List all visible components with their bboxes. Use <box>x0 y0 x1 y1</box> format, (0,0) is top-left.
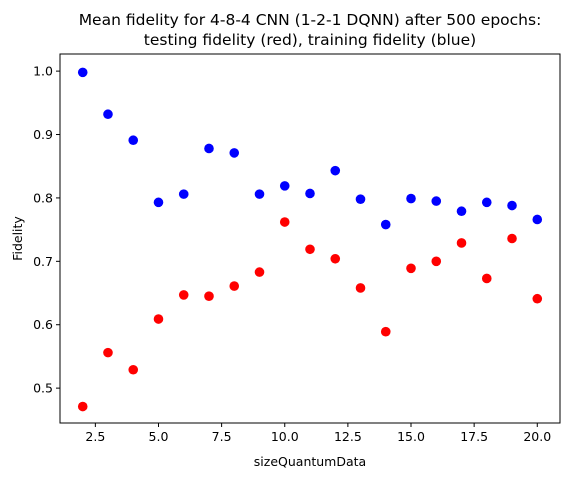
x-axis-label: sizeQuantumData <box>254 454 366 469</box>
data-point-series-1 <box>456 238 467 248</box>
data-point-series-1 <box>103 347 113 358</box>
data-point-series-0 <box>153 197 164 208</box>
data-point-series-1 <box>204 291 214 301</box>
x-tick-label: 10.0 <box>271 429 299 444</box>
data-point-series-1 <box>305 244 315 255</box>
data-point-series-1 <box>153 314 164 324</box>
x-tick-label: 12.5 <box>334 429 362 444</box>
y-tick-label: 0.7 <box>33 254 53 269</box>
x-tick-label: 7.5 <box>212 429 232 444</box>
x-tick-label: 2.5 <box>85 429 105 444</box>
data-point-series-0 <box>128 135 139 146</box>
data-point-series-0 <box>406 193 416 204</box>
y-axis-label: Fidelity <box>10 216 25 261</box>
plot-area <box>59 53 561 424</box>
data-point-series-0 <box>431 196 442 206</box>
y-tick-label: 0.8 <box>33 190 53 205</box>
y-tick-label: 0.9 <box>33 127 53 142</box>
chart-title-line-1: Mean fidelity for 4-8-4 CNN (1-2-1 DQNN)… <box>79 11 542 29</box>
data-point-series-1 <box>532 293 543 304</box>
x-tick-label: 20.0 <box>523 429 551 444</box>
data-point-series-0 <box>229 148 240 158</box>
x-axis-ticks: 2.5 5.0 7.5 10.0 12.5 15.0 17.5 20.0 <box>85 423 551 444</box>
y-axis-ticks: 0.5 0.6 0.7 0.8 0.9 1.0 <box>33 64 60 396</box>
data-point-series-0 <box>507 200 517 211</box>
data-points <box>77 67 543 412</box>
data-point-series-1 <box>128 364 139 375</box>
data-point-series-1 <box>254 267 265 277</box>
data-point-series-0 <box>254 189 265 199</box>
x-tick-label: 5.0 <box>149 429 169 444</box>
data-point-series-0 <box>178 189 189 199</box>
data-point-series-1 <box>406 263 416 274</box>
y-tick-label: 0.5 <box>33 381 53 396</box>
data-point-series-1 <box>481 273 492 284</box>
y-tick-label: 1.0 <box>33 64 53 79</box>
data-point-series-0 <box>77 67 88 78</box>
data-point-series-0 <box>355 194 366 204</box>
data-point-series-1 <box>77 401 88 412</box>
data-point-series-0 <box>305 188 315 199</box>
chart-title-line-2: testing fidelity (red), training fidelit… <box>144 31 476 49</box>
data-point-series-0 <box>481 197 492 208</box>
data-point-series-0 <box>532 214 543 225</box>
y-tick-label: 0.6 <box>33 317 53 332</box>
data-point-series-0 <box>279 181 290 191</box>
data-point-series-1 <box>279 217 290 227</box>
x-tick-label: 17.5 <box>460 429 488 444</box>
x-tick-label: 15.0 <box>397 429 425 444</box>
data-point-series-1 <box>330 253 341 264</box>
data-point-series-1 <box>229 281 240 291</box>
data-point-series-0 <box>103 109 113 120</box>
data-point-series-1 <box>178 290 189 300</box>
data-point-series-1 <box>431 256 442 267</box>
data-point-series-1 <box>355 283 366 293</box>
data-point-series-1 <box>380 326 391 337</box>
data-point-series-0 <box>380 219 391 230</box>
data-point-series-1 <box>507 233 517 244</box>
data-point-series-0 <box>204 143 214 154</box>
data-point-series-0 <box>456 206 467 217</box>
data-point-series-0 <box>330 165 341 176</box>
